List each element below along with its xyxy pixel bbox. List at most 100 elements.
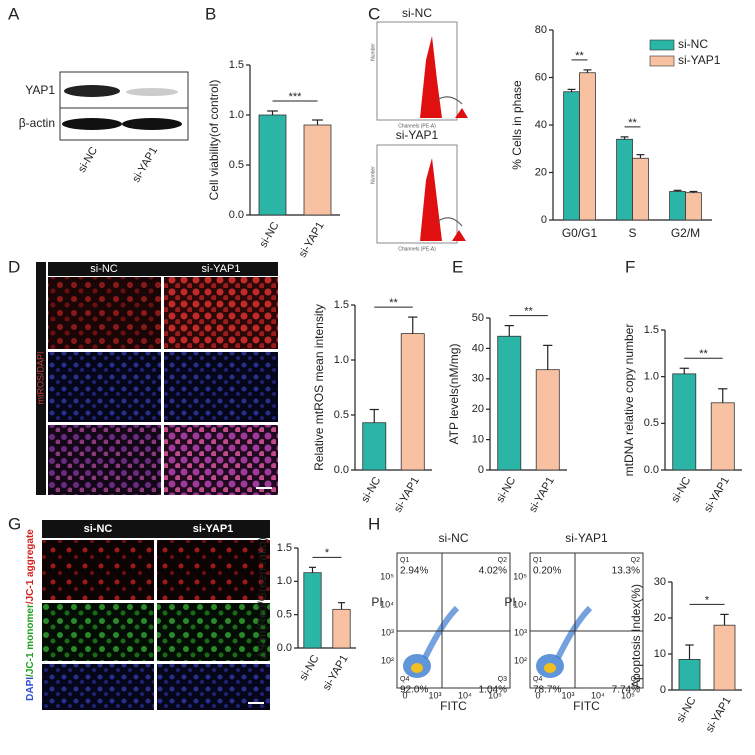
y-axis-label: ATP levels(nM/mg) (447, 344, 461, 445)
flow-x-tick: 10³ (561, 690, 574, 700)
x-tick-label: si-NC (494, 475, 518, 505)
panel-label: H (368, 514, 380, 533)
micrograph (157, 540, 270, 600)
bar (362, 422, 387, 471)
flow-x-tick: 10⁴ (591, 690, 605, 700)
y-tick-label: 1.5 (644, 324, 659, 336)
bar (535, 369, 560, 471)
y-tick-label: 80 (535, 24, 547, 36)
flow-x-tick: 10³ (428, 690, 441, 700)
histogram-x-label: Channels (PE-A) (398, 246, 436, 252)
flow-x-label: FITC (440, 699, 467, 713)
y-tick-label: 0 (660, 684, 666, 696)
significance-label: *** (289, 91, 303, 103)
y-tick-label: 0 (541, 214, 547, 226)
y-tick-label: 20 (535, 166, 547, 178)
histogram-peak (420, 36, 442, 118)
header-bar (42, 520, 270, 538)
y-tick-label: 1.0 (334, 354, 349, 366)
y-tick-label: 0 (478, 464, 484, 476)
micrograph (48, 352, 161, 422)
bar (400, 333, 425, 471)
bar (579, 72, 596, 221)
lane-label: si-NC (76, 145, 100, 175)
x-tick-label: si-NC (297, 653, 321, 683)
bar (563, 91, 580, 221)
x-tick-label: si-NC (359, 475, 383, 505)
stain-part: DAPI (25, 677, 36, 701)
quadrant-name: Q2 (498, 557, 507, 564)
y-tick-label: 1.0 (277, 575, 292, 587)
x-tick-label: si-YAP1 (702, 475, 732, 515)
band (126, 88, 178, 96)
histogram-y-label: Number (370, 43, 376, 61)
header-bar (48, 262, 278, 276)
bar (685, 192, 702, 221)
bar (497, 335, 522, 471)
quadrant-percent: 1.04% (479, 685, 507, 696)
micrograph (164, 352, 278, 422)
y-axis-label: % Cells in phase (510, 80, 524, 170)
significance-label: ** (699, 348, 708, 360)
x-tick-label: si-YAP1 (392, 475, 422, 515)
legend-swatch (649, 55, 675, 67)
band (122, 118, 182, 130)
flow-title: si-NC (439, 531, 469, 545)
x-tick-label: S (628, 226, 636, 240)
micrograph (48, 277, 161, 349)
flow-title: si-YAP1 (565, 531, 608, 545)
column-header: si-YAP1 (202, 263, 241, 275)
histogram-frame (376, 144, 458, 244)
flow-x-tick: 10⁵ (488, 690, 502, 700)
y-axis-label: Relative mtROS mean intensity (312, 304, 326, 471)
y-tick-label: 40 (472, 342, 484, 354)
panel-label: G (8, 514, 21, 533)
panel-label: E (452, 257, 463, 276)
y-tick-label: 10 (472, 434, 484, 446)
histogram-y-label: Number (370, 166, 376, 184)
legend-label: si-YAP1 (678, 53, 721, 67)
quadrant-name: Q3 (631, 676, 640, 683)
y-tick-label: 0.0 (277, 642, 292, 654)
flow-core (544, 663, 556, 673)
quadrant-name: Q1 (533, 557, 542, 564)
flow-y-label: PI (504, 595, 515, 609)
flow-y-tick: 10³ (381, 627, 394, 637)
x-tick-label: si-NC (257, 220, 281, 250)
bar (332, 608, 351, 649)
bar (616, 138, 633, 221)
y-tick-label: 1.5 (229, 59, 244, 71)
y-axis-label: ΔΨm(Red/Green ratio) (255, 537, 269, 658)
y-tick-label: 0.0 (229, 209, 244, 221)
flow-y-tick: 10⁵ (380, 571, 394, 581)
flow-y-label: PI (371, 595, 382, 609)
y-tick-label: 1.5 (277, 542, 292, 554)
quadrant-name: Q3 (498, 676, 507, 683)
x-tick-label: G2/M (671, 226, 700, 240)
quadrant-name: Q2 (631, 557, 640, 564)
y-tick-label: 20 (654, 612, 666, 624)
flow-y-tick: 10² (514, 655, 527, 665)
y-tick-label: 1.0 (229, 109, 244, 121)
y-tick-label: 0.5 (277, 609, 292, 621)
y-axis-label: Apoptosis Index(%) (629, 584, 643, 688)
blot-row-label: β-actin (19, 116, 55, 130)
micrograph (42, 540, 154, 600)
x-tick-label: si-NC (669, 475, 693, 505)
band (62, 118, 122, 130)
flow-x-tick: 10⁵ (621, 690, 635, 700)
legend-label: si-NC (678, 37, 708, 51)
y-tick-label: 0.5 (229, 159, 244, 171)
bar (632, 157, 649, 221)
quadrant-name: Q4 (533, 676, 542, 683)
legend-swatch (649, 39, 675, 51)
band (64, 85, 120, 97)
y-tick-label: 1.5 (334, 299, 349, 311)
bar (303, 124, 332, 216)
flow-y-tick: 10³ (514, 627, 527, 637)
significance-label: ** (575, 50, 584, 62)
quadrant-percent: 13.3% (612, 566, 640, 577)
quadrant-percent: 7.74% (612, 685, 640, 696)
stain-bar (36, 262, 46, 495)
flow-x-label: FITC (573, 699, 600, 713)
